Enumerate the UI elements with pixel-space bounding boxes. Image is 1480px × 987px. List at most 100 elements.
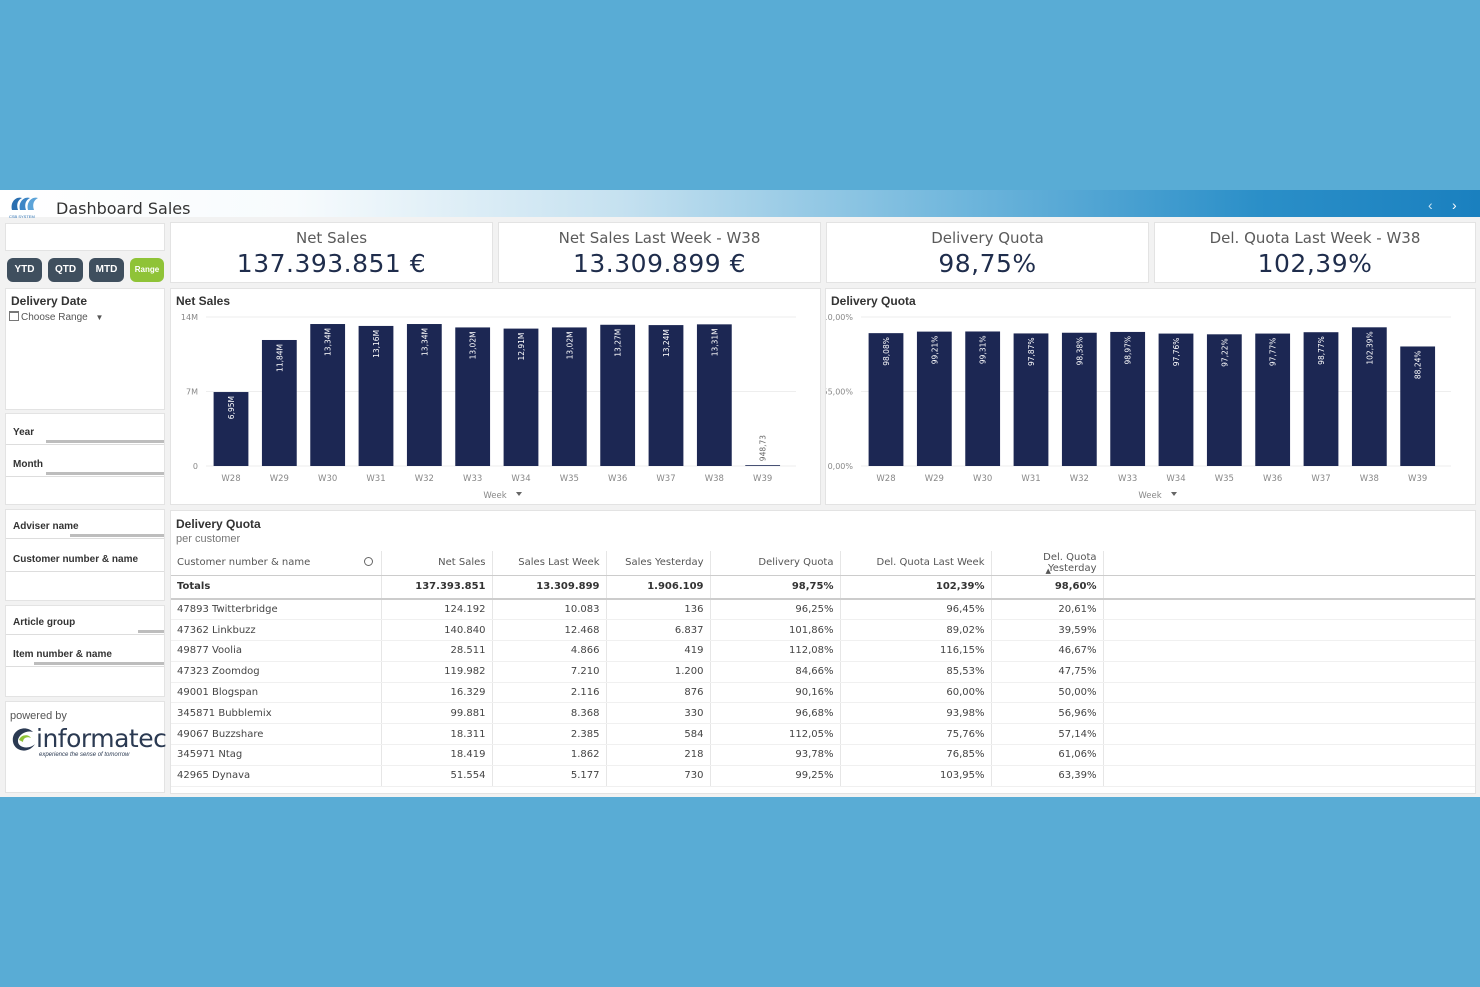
table-cell: 90,16%	[710, 682, 841, 704]
filter-button-range[interactable]: Range	[130, 258, 164, 282]
bar-value-label: 99,31%	[979, 335, 988, 364]
chevron-left-icon[interactable]: ‹	[1428, 197, 1433, 213]
column-header[interactable]: Del. Quota Last Week	[840, 551, 992, 576]
listbox-customer[interactable]: Customer number & name	[6, 546, 164, 572]
bar[interactable]	[965, 331, 1001, 466]
filter-button-ytd[interactable]: YTD	[7, 258, 42, 282]
x-tick-label: W38	[705, 474, 724, 484]
listbox-year[interactable]: Year	[6, 419, 164, 445]
kpi-value: 98,75%	[938, 249, 1037, 278]
bar[interactable]	[1110, 331, 1146, 466]
table-cell: 112,08%	[710, 640, 841, 662]
table-cell: 93,98%	[840, 702, 992, 725]
table-row[interactable]: 345871 Bubblemix 99.881 8.368 330 96,68% 93,9…	[171, 702, 1475, 725]
bar[interactable]	[1400, 346, 1436, 466]
table-row[interactable]: 345971 Ntag 18.419 1.862 218 93,78% 76,85% 61,…	[171, 744, 1475, 766]
column-header[interactable]: Customer number & name	[171, 551, 382, 576]
table-subtitle: per customer	[176, 533, 241, 545]
listbox-month-scrollbar[interactable]	[46, 472, 164, 475]
column-header[interactable]: Delivery Quota	[710, 551, 841, 576]
table-cell: 8.368	[492, 702, 607, 725]
bar[interactable]	[696, 324, 732, 466]
bar[interactable]	[1013, 333, 1049, 466]
table-cell: 876	[606, 682, 711, 704]
column-header-label: Delivery Quota	[758, 557, 834, 569]
caret-down-icon[interactable]	[516, 492, 522, 496]
bar-value-label: 13,02M	[469, 331, 478, 359]
bar[interactable]	[551, 327, 587, 466]
table-cell: 96,25%	[710, 599, 841, 621]
table-row[interactable]: 49001 Blogspan 16.329 2.116 876 90,16% 60,00%…	[171, 682, 1475, 704]
bar[interactable]	[600, 324, 636, 466]
listbox-article-group-scrollbar[interactable]	[138, 630, 164, 633]
table-row[interactable]: 42965 Dynava 51.554 5.177 730 99,25% 103,95% 6…	[171, 765, 1475, 787]
bar[interactable]	[358, 325, 394, 466]
table-cell: 47362 Linkbuzz	[171, 619, 382, 642]
bar[interactable]	[1303, 332, 1339, 466]
logo-text: CSB SYSTEM	[9, 214, 35, 219]
caret-down-icon[interactable]	[1171, 492, 1177, 496]
table-cell: 61,06%	[991, 744, 1104, 766]
table-cell: 76,85%	[840, 744, 992, 766]
search-icon[interactable]	[363, 557, 373, 566]
table-cell: 39,59%	[991, 619, 1104, 642]
table-cell: 116,15%	[840, 640, 992, 662]
table-row[interactable]: 49877 Voolia 28.511 4.866 419 112,08% 116,15%…	[171, 640, 1475, 662]
column-header[interactable]: Net Sales	[381, 551, 493, 576]
table-cell: 47,75%	[991, 661, 1104, 683]
cell-filler	[1103, 640, 1475, 662]
bar[interactable]	[868, 333, 904, 466]
table-cell: 84,66%	[710, 661, 841, 683]
x-axis-label[interactable]: Week	[1138, 491, 1161, 501]
filter-button-qtd[interactable]: QTD	[48, 258, 83, 282]
x-axis-label[interactable]: Week	[483, 491, 506, 501]
table-cell: 42965 Dynava	[171, 765, 382, 787]
choose-range-dropdown[interactable]: Choose Range ▼	[9, 311, 103, 323]
bar[interactable]	[1351, 327, 1387, 466]
column-header[interactable]: Del. Quota Yesterday ▲	[991, 551, 1104, 576]
bar-value-label: 99,21%	[930, 336, 939, 365]
bar[interactable]	[406, 324, 442, 466]
bar[interactable]	[648, 325, 684, 466]
listbox-adviser-scrollbar[interactable]	[70, 534, 164, 537]
bar[interactable]	[916, 331, 952, 466]
y-tick-label: 0	[193, 462, 198, 471]
listbox-customer-label: Customer number & name	[13, 554, 139, 565]
table-row[interactable]: 49067 Buzzshare 18.311 2.385 584 112,05% 75,7…	[171, 723, 1475, 746]
listbox-month[interactable]: Month	[6, 451, 164, 477]
table-cell: 96,45%	[840, 599, 992, 621]
bar[interactable]	[1061, 332, 1097, 466]
table-row[interactable]: 47362 Linkbuzz 140.840 12.468 6.837 101,86% 8…	[171, 619, 1475, 642]
listbox-article-group[interactable]: Article group	[6, 609, 164, 635]
bar[interactable]	[1158, 333, 1194, 466]
table-row[interactable]: 47323 Zoomdog 119.982 7.210 1.200 84,66% 85,5…	[171, 661, 1475, 683]
adviser-customer-panel: Adviser name Customer number & name	[5, 509, 165, 601]
table-cell: 7.210	[492, 661, 607, 683]
column-header[interactable]: Sales Last Week	[492, 551, 607, 576]
filter-button-mtd[interactable]: MTD	[89, 258, 124, 282]
bar[interactable]	[745, 465, 781, 466]
table-cell: 18.419	[381, 744, 493, 766]
listbox-year-scrollbar[interactable]	[46, 440, 164, 443]
x-tick-label: W29	[270, 474, 289, 484]
cell-filler	[1103, 723, 1475, 746]
table-cell: 730	[606, 765, 711, 787]
bar[interactable]	[455, 327, 491, 466]
listbox-item-scrollbar[interactable]	[34, 662, 164, 665]
column-header[interactable]: Sales Yesterday	[606, 551, 711, 576]
bar[interactable]	[503, 328, 539, 466]
chevron-right-icon[interactable]: ›	[1452, 197, 1457, 213]
app-title: Dashboard Sales	[56, 199, 191, 218]
x-tick-label: W33	[463, 474, 482, 484]
table-row[interactable]: 47893 Twitterbridge 124.192 10.083 136 96,25…	[171, 599, 1475, 621]
bar[interactable]	[261, 339, 297, 466]
bar[interactable]	[213, 392, 249, 466]
listbox-adviser[interactable]: Adviser name	[6, 513, 164, 539]
bar[interactable]	[310, 324, 346, 466]
column-header-label: Net Sales	[438, 557, 486, 569]
bar[interactable]	[1206, 334, 1242, 466]
bar[interactable]	[1255, 333, 1291, 466]
delivery-quota-chart: 0,00% 55,00% 110,00% 98,08% W28 99,21% W29 99,3…	[826, 313, 1451, 501]
listbox-item[interactable]: Item number & name	[6, 641, 164, 667]
column-header-label: Del. Quota Yesterday	[1043, 551, 1097, 574]
